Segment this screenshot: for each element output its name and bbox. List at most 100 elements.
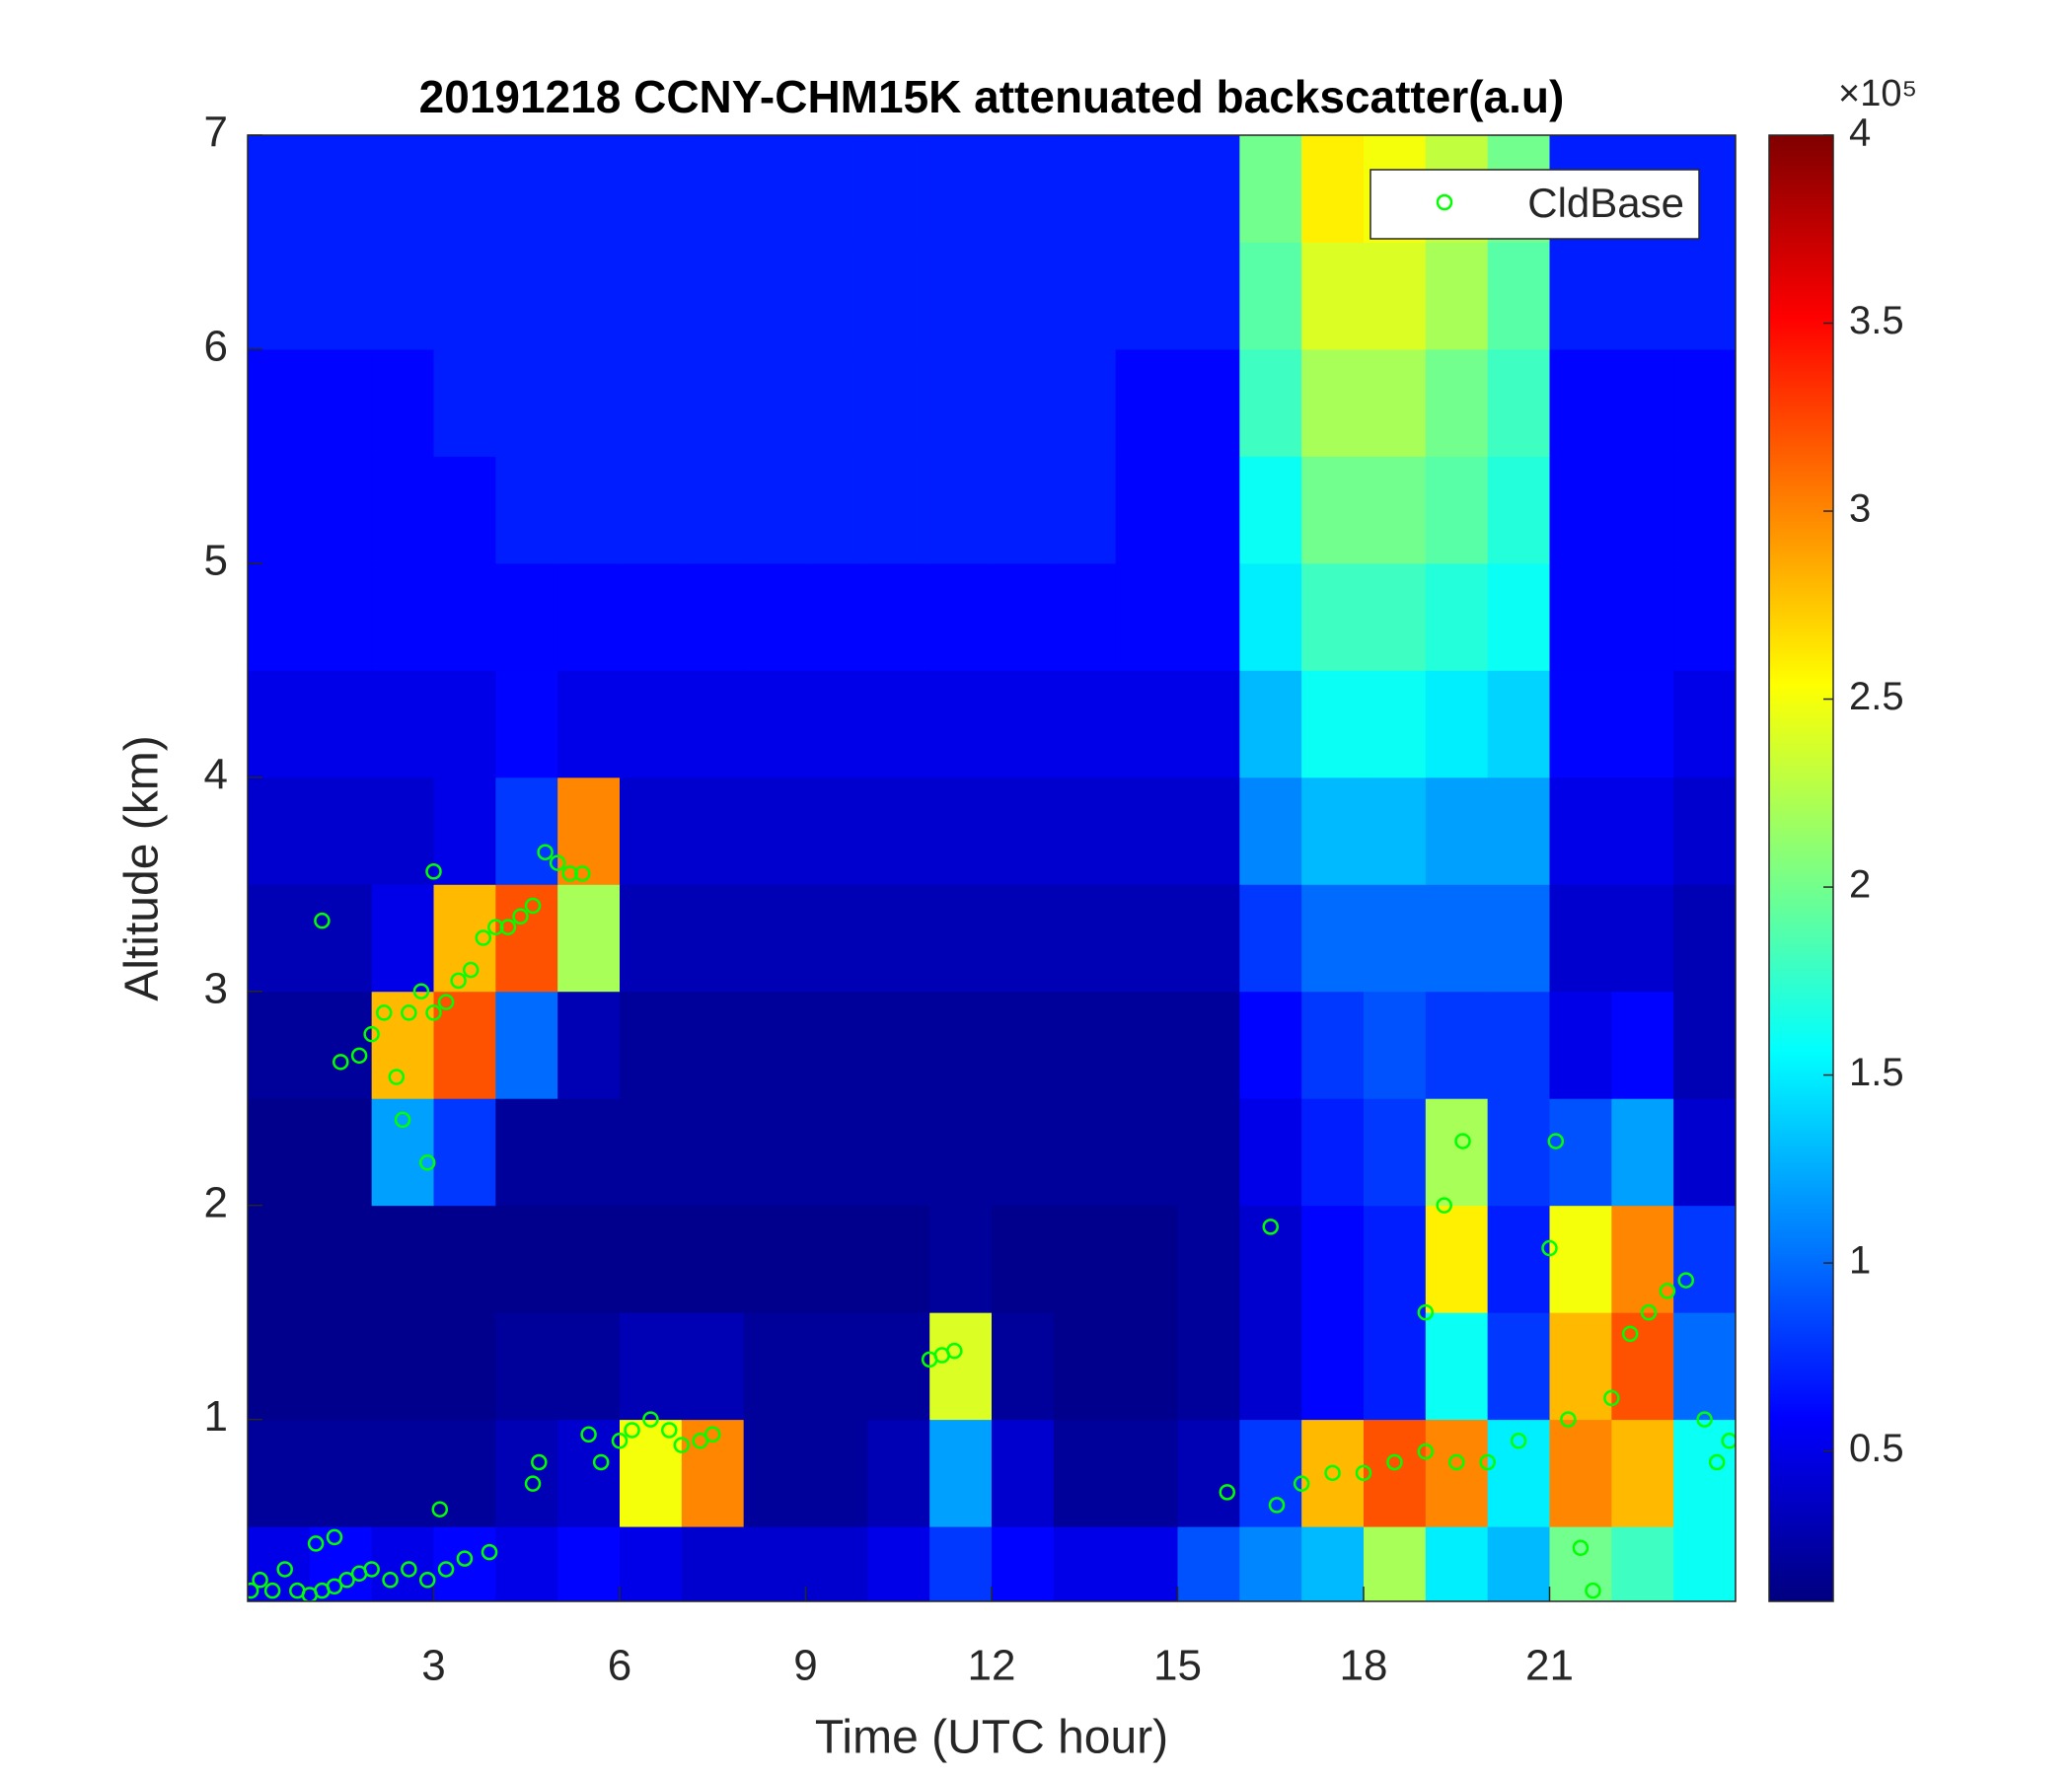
cloud-base-point [418, 1572, 436, 1589]
cloud-base-point [333, 1054, 349, 1071]
heatmap-cell [1611, 670, 1674, 778]
legend-label: CldBase [1527, 180, 1684, 226]
heatmap-cell [495, 348, 558, 457]
x-tick-label: 12 [968, 1642, 1016, 1690]
heatmap-cell [867, 1098, 930, 1207]
heatmap-cell [681, 242, 745, 350]
heatmap-cell [1301, 1205, 1365, 1313]
heatmap-cell [805, 1312, 868, 1421]
cloud-base-point [642, 1411, 659, 1428]
heatmap-cell [1673, 777, 1736, 885]
heatmap-cell [867, 1526, 930, 1601]
heatmap-cell [309, 1098, 373, 1207]
heatmap-cell [681, 348, 745, 457]
heatmap-cell [1487, 884, 1550, 993]
heatmap-cell [1239, 1526, 1302, 1601]
heatmap-cell [1301, 777, 1365, 885]
legend-marker [1436, 193, 1453, 211]
cloud-base-point [946, 1342, 963, 1360]
cloud-base-point [1386, 1453, 1403, 1471]
heatmap-cell [371, 456, 434, 564]
heatmap-cell [1425, 777, 1489, 885]
heatmap-cell [371, 1098, 434, 1207]
heatmap-cell [557, 884, 621, 993]
heatmap-cell [992, 562, 1055, 671]
heatmap-cell [1425, 884, 1489, 993]
heatmap-cell [248, 348, 311, 457]
heatmap-cell [867, 670, 930, 778]
heatmap-cell [743, 562, 806, 671]
cloud-base-point [363, 1561, 380, 1578]
cloud-base-point [437, 994, 455, 1010]
cloud-base-point [401, 1561, 417, 1578]
heatmap-cell [1487, 1419, 1550, 1527]
cloud-base-point [1479, 1453, 1496, 1471]
heatmap-cell [309, 670, 373, 778]
y-tick-label: 3 [204, 964, 228, 1012]
heatmap-cell [1053, 1098, 1117, 1207]
heatmap-cell [248, 777, 311, 885]
heatmap-cell [1673, 1419, 1736, 1527]
heatmap-cell [992, 242, 1055, 350]
heatmap-cell [867, 242, 930, 350]
x-tick-label: 9 [793, 1642, 817, 1690]
heatmap-cell [805, 456, 868, 564]
heatmap-cell [557, 1526, 621, 1601]
cloud-base-point [1510, 1433, 1527, 1449]
cloud-base-point [1603, 1389, 1620, 1407]
heatmap-cell [1425, 1312, 1489, 1421]
heatmap-cell [929, 1526, 993, 1601]
heatmap-cell [1425, 670, 1489, 778]
heatmap-cell [620, 884, 683, 993]
heatmap-cell [309, 348, 373, 457]
cloud-base-point [531, 1453, 548, 1471]
heatmap-cell [929, 242, 993, 350]
heatmap-cell [929, 348, 993, 457]
cloud-base-point [1621, 1325, 1639, 1343]
heatmap-cell [248, 242, 311, 350]
cloud-base-point [450, 972, 467, 990]
colorbar-tick-label: 2 [1849, 863, 1871, 907]
heatmap-cell [1673, 991, 1736, 1099]
x-tick-label: 3 [421, 1642, 445, 1690]
heatmap-cell [1549, 1419, 1612, 1527]
heatmap-cell [1301, 1526, 1365, 1601]
heatmap-cell [867, 348, 930, 457]
heatmap-cell [1177, 562, 1240, 671]
heatmap-cell [620, 242, 683, 350]
heatmap-cell [1425, 456, 1489, 564]
heatmap-cell [371, 777, 434, 885]
heatmap-cell [1053, 991, 1117, 1099]
heatmap-cell [681, 562, 745, 671]
cloud-base-point [1572, 1539, 1590, 1557]
heatmap-cell [992, 991, 1055, 1099]
heatmap-cell [1364, 456, 1427, 564]
colorbar-tick-label: 3.5 [1849, 299, 1904, 342]
heatmap-cell [557, 1419, 621, 1527]
heatmap-cell [1239, 1312, 1302, 1421]
heatmap-cell [248, 1419, 311, 1527]
cloud-base-point [1659, 1283, 1676, 1299]
cloud-base-point [512, 908, 529, 925]
heatmap-cell [1301, 1312, 1365, 1421]
y-axis-label: Altitude (km) [116, 735, 169, 1000]
cloud-base-point [338, 1572, 355, 1589]
heatmap-cell [557, 348, 621, 457]
heatmap-cell [495, 456, 558, 564]
heatmap-cell [1239, 1205, 1302, 1313]
heatmap-cell [1053, 348, 1117, 457]
y-tick-label: 4 [204, 750, 228, 798]
heatmap-cell [433, 1205, 496, 1313]
y-tick-label: 7 [204, 109, 228, 157]
heatmap-cell [1239, 670, 1302, 778]
heatmap-cell [1549, 884, 1612, 993]
cloud-base-point [456, 1550, 474, 1567]
heatmap-cell [1673, 1205, 1736, 1313]
heatmap-cell [557, 562, 621, 671]
heatmap-cell [309, 1419, 373, 1527]
heatmap-cell [495, 1312, 558, 1421]
heatmap-cell [1115, 135, 1178, 243]
heatmap-cell [1301, 456, 1365, 564]
heatmap-cell [743, 777, 806, 885]
cloud-base-point [248, 1582, 259, 1599]
